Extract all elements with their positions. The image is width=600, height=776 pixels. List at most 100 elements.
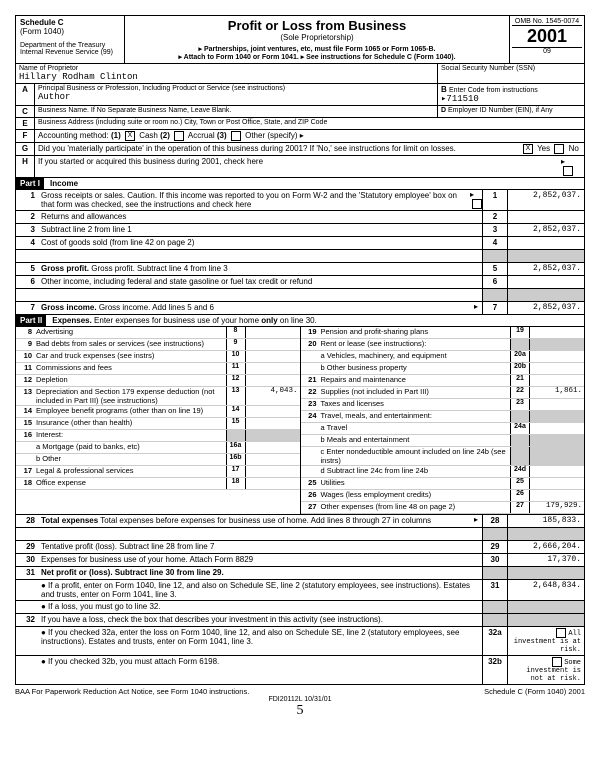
exp14: Employee benefit programs (other than on… <box>34 406 226 417</box>
proprietor-label: Name of Proprietor <box>19 65 434 72</box>
sec-G: Did you 'materially participate' in the … <box>35 143 518 155</box>
checkbox-yes[interactable]: X <box>523 144 533 154</box>
line4: Cost of goods sold (from line 42 on page… <box>38 237 482 249</box>
exp16a: a Mortgage (paid to banks, etc) <box>34 442 226 453</box>
sec-A-val: Author <box>38 92 434 102</box>
amt22: 1,861. <box>529 387 584 398</box>
footer-page: 5 <box>15 703 585 719</box>
sec-E: Business Address (including suite or roo… <box>35 118 584 129</box>
sec-B-val: ▸711510 <box>441 94 581 104</box>
exp16: Interest: <box>34 430 226 441</box>
label-G: G <box>16 143 35 155</box>
exp22: Supplies (not included in Part III) <box>319 387 511 398</box>
sec-B: Enter Code from instructions <box>449 87 538 94</box>
label-D: D <box>441 107 446 114</box>
exp20b: b Other business property <box>319 363 511 374</box>
sec-F: Accounting method: <box>38 131 109 140</box>
amt13: 4,043. <box>245 387 300 405</box>
line32b: ● If you checked 32b, you must attach Fo… <box>38 656 482 684</box>
amt31: 2,648,834. <box>507 580 584 600</box>
label-C: C <box>16 106 35 117</box>
exp24a: a Travel <box>319 423 511 434</box>
checkbox-no[interactable] <box>554 144 564 154</box>
line3: Subtract line 2 from line 1 <box>38 224 482 236</box>
sec-C: Business Name. If No Separate Business N… <box>35 106 437 117</box>
line32a: ● If you checked 32a, enter the loss on … <box>38 627 482 655</box>
seq: (99) <box>101 49 113 56</box>
schedule-label: Schedule C <box>20 18 120 27</box>
amt30: 17,370. <box>507 554 584 566</box>
form-subtitle: (Sole Proprietorship) <box>127 33 507 42</box>
footer-sched: Schedule C (Form 1040) 2001 <box>484 687 585 696</box>
amt-7: 2,852,037. <box>507 302 584 314</box>
irs: Internal Revenue Service <box>20 49 99 56</box>
exp10: Car and truck expenses (see instrs) <box>34 351 226 362</box>
form-header: Schedule C (Form 1040) Department of the… <box>15 15 585 64</box>
line1: Gross receipts or sales. Caution. If thi… <box>38 190 470 210</box>
exp18: Office expense <box>34 478 226 489</box>
checkbox-32b[interactable] <box>552 657 562 667</box>
footer-baa: BAA For Paperwork Reduction Act Notice, … <box>15 687 484 696</box>
amt-1: 2,852,037. <box>507 190 584 210</box>
exp24c: c Enter nondeductible amount included on… <box>319 447 511 465</box>
exp13: Depreciation and Section 179 expense ded… <box>34 387 226 405</box>
proprietor-name: Hillary Rodham Clinton <box>19 72 434 82</box>
checkbox-other[interactable] <box>231 131 241 141</box>
amt28: 185,833. <box>507 515 584 527</box>
exp15: Insurance (other than health) <box>34 418 226 429</box>
line31a: ● If a profit, enter on Form 1040, line … <box>38 580 482 600</box>
line32: If you have a loss, check the box that d… <box>38 614 482 626</box>
label-E: E <box>16 118 35 129</box>
attach-seq: 09 <box>512 47 582 55</box>
line31b: ● If a loss, you must go to line 32. <box>38 601 482 613</box>
note2: ▸ Attach to Form 1040 or Form 1041. ▸ Se… <box>127 53 507 61</box>
amt-5: 2,852,037. <box>507 263 584 275</box>
label-F: F <box>16 130 35 142</box>
sec-A: Principal Business or Profession, Includ… <box>38 85 434 92</box>
checkbox-h[interactable] <box>563 166 573 176</box>
amt27: 179,929. <box>529 502 584 513</box>
note1: ▸ Partnerships, joint ventures, etc, mus… <box>127 45 507 53</box>
dept: Department of the Treasury <box>20 42 120 49</box>
checkbox-1[interactable] <box>472 199 482 209</box>
line7: Gross income. Add lines 5 and 6 <box>99 303 214 312</box>
exp24b: b Meals and entertainment <box>319 435 511 446</box>
exp19: Pension and profit-sharing plans <box>319 327 511 338</box>
footer-code: FDI20112L 10/31/01 <box>15 696 585 703</box>
f-cash: Cash <box>139 131 158 140</box>
f-accrual: Accrual <box>188 131 215 140</box>
exp23: Taxes and licenses <box>319 399 511 410</box>
amt-3: 2,852,037. <box>507 224 584 236</box>
exp24: Travel, meals, and entertainment: <box>319 411 511 422</box>
exp11: Commissions and fees <box>34 363 226 374</box>
checkbox-cash[interactable]: X <box>125 131 135 141</box>
exp21: Repairs and maintenance <box>319 375 511 386</box>
line5: Gross profit. Subtract line 4 from line … <box>91 264 228 273</box>
exp20: Rent or lease (see instructions): <box>319 339 511 350</box>
year: 2001 <box>512 26 582 47</box>
form-title: Profit or Loss from Business <box>127 18 507 33</box>
exp17: Legal & professional services <box>34 466 226 477</box>
exp12: Depletion <box>34 375 226 386</box>
line30: Expenses for business use of your home. … <box>38 554 482 566</box>
exp25: Utilities <box>319 478 511 489</box>
exp26: Wages (less employment credits) <box>319 490 511 501</box>
exp24d: d Subtract line 24c from line 24b <box>319 466 511 477</box>
sec-H: If you started or acquired this business… <box>35 156 558 177</box>
exp8: Advertising <box>34 327 226 338</box>
omb: OMB No. 1545-0074 <box>512 18 582 26</box>
label32a: All investment is at risk. <box>514 630 581 654</box>
line29: Tentative profit (loss). Subtract line 2… <box>38 541 482 553</box>
exp27: Other expenses (from line 48 on page 2) <box>319 502 511 513</box>
amt29: 2,666,204. <box>507 541 584 553</box>
checkbox-32a[interactable] <box>556 628 566 638</box>
line31: Net profit or (loss). Subtract line 30 f… <box>41 568 224 577</box>
exp9: Bad debts from sales or services (see in… <box>34 339 226 350</box>
exp16b: b Other <box>34 454 226 465</box>
line6: Other income, including federal and stat… <box>38 276 482 288</box>
label-B: B <box>441 85 447 94</box>
sec-D: Employer ID Number (EIN), if Any <box>448 107 553 114</box>
checkbox-accrual[interactable] <box>174 131 184 141</box>
line2: Returns and allowances <box>38 211 482 223</box>
part2-header: Part II <box>16 315 46 326</box>
